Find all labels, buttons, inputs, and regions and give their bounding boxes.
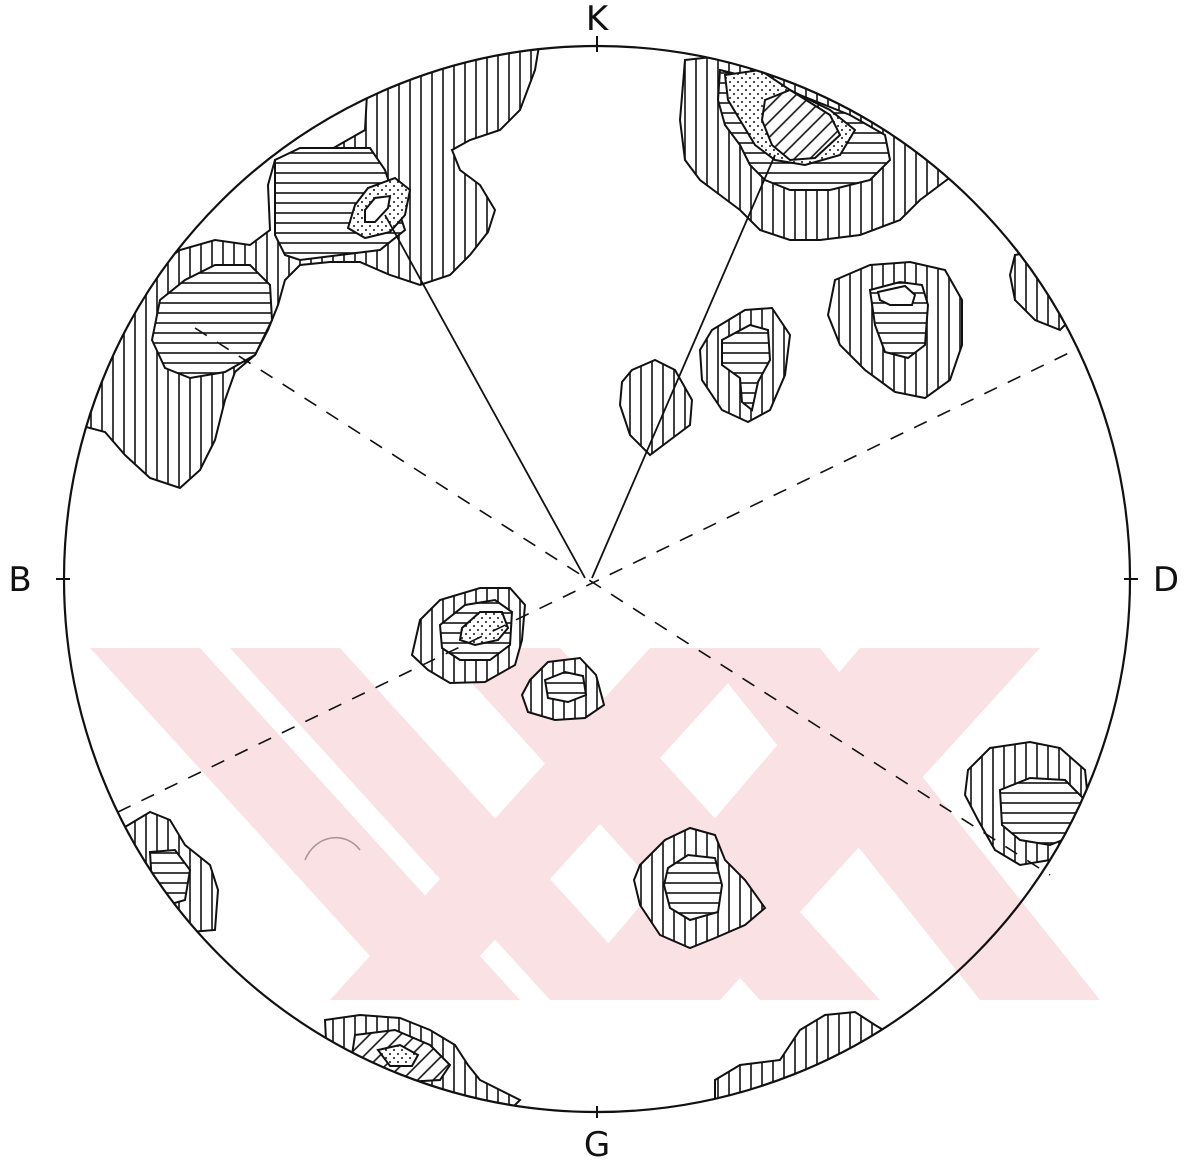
axis-ticks <box>56 36 1138 1118</box>
crossed-chevrons-watermark <box>90 648 1100 1000</box>
axis-label-top: K <box>586 0 610 39</box>
contour-island-center-peak <box>458 611 510 647</box>
axis-label-right: D <box>1153 560 1179 600</box>
faint-arc <box>304 836 361 861</box>
contour-lens-center-top <box>618 358 694 457</box>
contour-peak-top-left-inner <box>364 194 392 223</box>
contour-region-right-lower-core <box>998 776 1087 847</box>
dashed-axis-b <box>117 349 1076 813</box>
vector-right <box>591 154 776 579</box>
contour-region-top-left <box>64 46 542 490</box>
vector-left <box>384 214 586 579</box>
contour-region-bottom-right <box>714 1010 901 1112</box>
solid-vectors <box>384 154 776 579</box>
contour-region-bottom-left-peak <box>376 1043 420 1067</box>
density-contours <box>64 46 1092 1112</box>
contour-island-upper-right-peak <box>876 284 917 306</box>
contour-core-top-left-b <box>150 264 274 380</box>
contour-island-small-center-core <box>543 670 588 704</box>
dashed-axes <box>117 327 1076 876</box>
contour-island-middle-right-core <box>721 323 772 412</box>
axis-label-left: B <box>8 560 31 600</box>
contour-island-lower-center-core <box>662 853 724 922</box>
contour-peak-top-right-inner <box>760 88 842 162</box>
axis-label-bottom: G <box>584 1125 610 1164</box>
dashed-axis-a <box>194 327 1051 876</box>
